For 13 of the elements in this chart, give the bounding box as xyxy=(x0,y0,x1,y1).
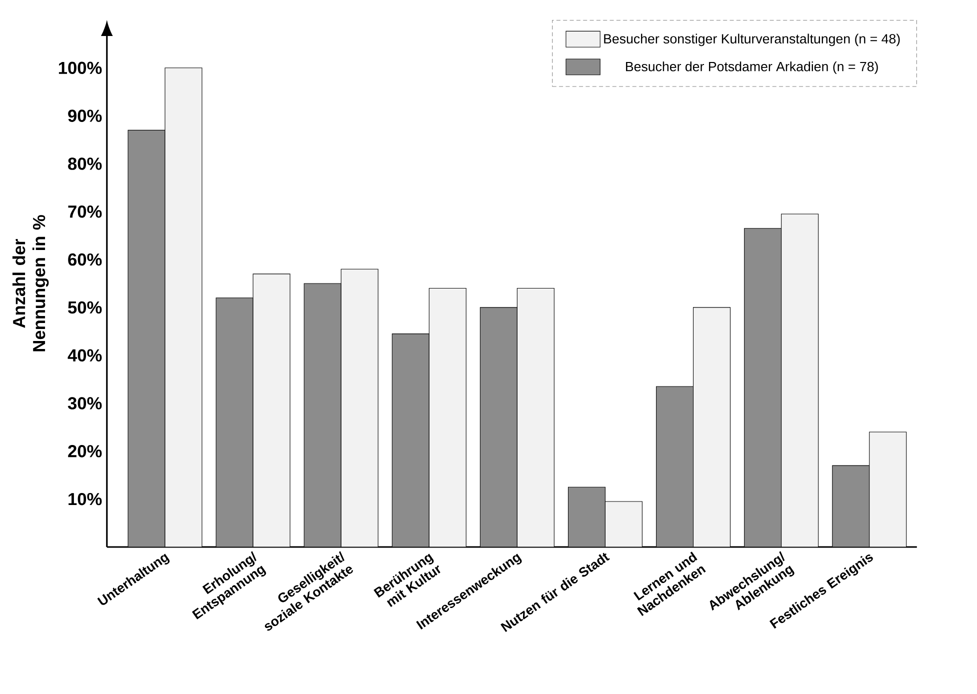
y-tick-label: 10% xyxy=(68,492,102,506)
y-tick-label: 40% xyxy=(68,349,102,362)
y-tick-label: 20% xyxy=(68,445,102,458)
y-tick-label: 90% xyxy=(68,110,102,122)
y-tick-label: 50% xyxy=(68,301,102,314)
y-tick-label: 70% xyxy=(68,205,102,218)
y-tick-label: 100% xyxy=(58,62,102,74)
legend-label: Besucher sonstiger Kulturveranstaltungen (n = 48) xyxy=(604,34,900,46)
legend-label: Besucher der Potsdamer Arkadien (n = 78) xyxy=(626,61,878,74)
y-tick-label: 30% xyxy=(68,397,102,410)
y-tick-label: 60% xyxy=(68,253,102,266)
y-axis-title: Anzahl der Nennungen in % xyxy=(12,215,49,352)
y-tick-label: 80% xyxy=(68,158,102,170)
